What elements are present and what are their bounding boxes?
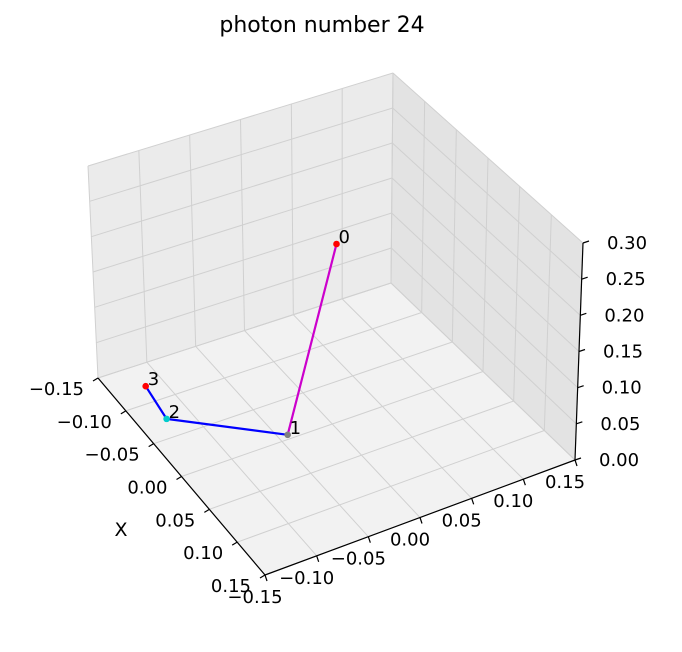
- floor-grid-line: [341, 298, 524, 480]
- x-tick-mark: [120, 410, 127, 415]
- y-tick-mark: [471, 498, 475, 505]
- z-tick-label: 0.15: [603, 342, 643, 363]
- path-segment: [144, 385, 168, 420]
- wall-grid-line: [392, 72, 584, 244]
- y-tick-mark: [419, 517, 423, 524]
- z-tick-label: 0.05: [600, 414, 640, 435]
- axis-lines: [92, 240, 590, 582]
- x-tick-mark: [231, 541, 238, 546]
- z-tick-label: 0.25: [606, 269, 646, 290]
- y-tick-mark: [367, 536, 371, 543]
- y-tick-label: 0.10: [493, 491, 533, 512]
- y-tick-mark: [522, 478, 526, 486]
- z-tick-mark: [574, 457, 582, 461]
- x-axis-label: X: [114, 519, 127, 541]
- y-tick-mark: [316, 555, 320, 563]
- path-segment: [166, 417, 288, 436]
- z-tick-mark: [582, 240, 590, 244]
- wall-grid-line: [89, 107, 393, 202]
- y-tick-label: −0.10: [279, 568, 334, 589]
- path-point-2: [163, 415, 170, 423]
- x-tick-mark: [204, 508, 210, 513]
- y-tick-label: 0.15: [545, 472, 585, 493]
- grid-lines: [87, 72, 584, 576]
- path-point-3: [142, 382, 149, 390]
- z-tick-mark: [580, 312, 587, 316]
- wall-grid-line: [390, 72, 394, 284]
- z-tick-mark: [578, 348, 586, 353]
- x-tick-label: 0.10: [183, 543, 223, 564]
- point-label-0: 0: [339, 227, 350, 248]
- tick-labels: −0.15−0.150.00−0.10−0.100.05−0.05−0.050.…: [29, 233, 647, 608]
- x-tick-label: 0.00: [127, 478, 167, 499]
- z-tick-mark: [576, 421, 583, 425]
- y-tick-label: 0.00: [390, 530, 430, 551]
- path-point-0: [333, 240, 340, 248]
- x-tick-mark: [176, 475, 182, 481]
- wall-grid-line: [392, 107, 583, 280]
- y-tick-mark: [574, 459, 578, 467]
- z-tick-label: 0.00: [599, 450, 639, 471]
- path-point-1: [284, 431, 291, 439]
- wall-grid-line: [87, 72, 394, 167]
- y-tick-mark: [264, 574, 268, 582]
- point-label-1: 1: [290, 418, 301, 439]
- x-tick-label: −0.15: [29, 379, 84, 400]
- z-tick-label: 0.10: [602, 378, 642, 399]
- x-tick-label: −0.05: [84, 445, 139, 466]
- y-tick-label: 0.05: [442, 510, 482, 531]
- path-segment: [286, 243, 338, 436]
- point-label-3: 3: [148, 369, 159, 390]
- z-tick-label: 0.20: [604, 305, 644, 326]
- z-tick-mark: [581, 276, 588, 280]
- x-tick-label: 0.05: [155, 510, 195, 531]
- x-tick-mark: [148, 443, 154, 448]
- photon-path: 0 1 23: [142, 227, 350, 439]
- chart-title: photon number 24: [219, 13, 424, 38]
- floor-grid-line: [390, 282, 576, 461]
- x-tick-label: −0.10: [57, 412, 112, 433]
- x-tick-mark: [92, 377, 99, 382]
- z-tick-label: 0.30: [607, 233, 647, 254]
- x-tick-label: 0.15: [211, 576, 251, 597]
- x-tick-mark: [259, 574, 266, 579]
- y-tick-label: −0.15: [227, 587, 282, 608]
- z-tick-mark: [577, 385, 584, 389]
- y-tick-label: −0.05: [331, 549, 386, 570]
- point-label-2: 2: [169, 402, 180, 423]
